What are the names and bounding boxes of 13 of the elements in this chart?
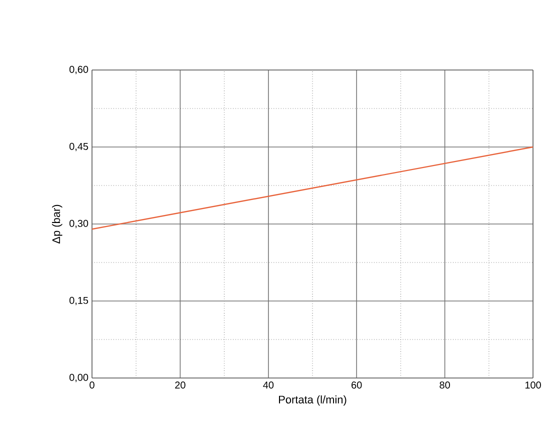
y-tick-label: 0,15	[69, 296, 88, 306]
x-tick-label: 60	[352, 382, 362, 389]
y-axis-title: Δp (bar)	[52, 204, 62, 244]
x-tick-label: 40	[263, 382, 274, 389]
y-tick-label: 0,45	[69, 142, 88, 152]
x-axis-title: Portata (l/min)	[279, 395, 346, 406]
x-tick-label: 0	[90, 382, 94, 389]
y-tick-label: 0,60	[69, 66, 88, 74]
y-tick-label: 0,30	[69, 220, 88, 228]
x-tick-label: 20	[175, 382, 186, 389]
y-tick-label: 0,00	[69, 374, 88, 382]
x-tick-label: 80	[440, 382, 450, 389]
x-tick-label: 100	[525, 382, 541, 389]
